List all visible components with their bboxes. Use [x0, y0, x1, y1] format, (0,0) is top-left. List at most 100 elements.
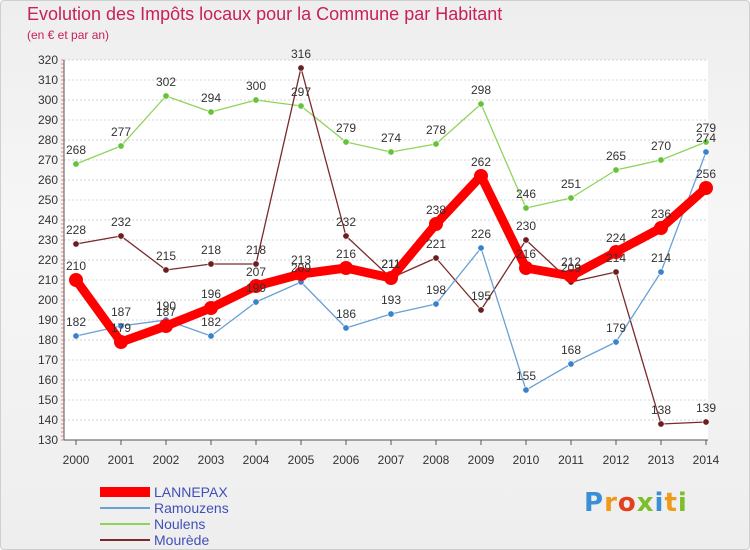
data-label-noulens: 268 — [66, 143, 86, 157]
legend-swatch-ramouzens — [100, 507, 150, 509]
point-lannepax — [474, 169, 488, 183]
y-tick-label: 230 — [38, 233, 58, 247]
y-tick-label: 140 — [38, 413, 58, 427]
point-ramouzens — [703, 149, 709, 155]
y-tick-label: 160 — [38, 373, 58, 387]
y-tick-label: 240 — [38, 213, 58, 227]
data-label-lannepax: 207 — [246, 265, 266, 279]
point-mourede — [208, 261, 214, 267]
point-mourede — [613, 269, 619, 275]
data-label-noulens: 302 — [156, 75, 176, 89]
point-ramouzens — [253, 299, 259, 305]
point-noulens — [118, 143, 124, 149]
data-label-ramouzens: 179 — [606, 321, 626, 335]
data-label-noulens: 270 — [651, 139, 671, 153]
x-tick-label: 2005 — [288, 453, 315, 467]
point-noulens — [208, 109, 214, 115]
data-label-lannepax: 213 — [291, 253, 311, 267]
point-ramouzens — [433, 301, 439, 307]
data-label-lannepax: 212 — [561, 255, 581, 269]
point-ramouzens — [73, 333, 79, 339]
data-label-lannepax: 187 — [156, 305, 176, 319]
y-tick-label: 200 — [38, 293, 58, 307]
point-noulens — [343, 139, 349, 145]
data-label-ramouzens: 226 — [471, 227, 491, 241]
x-tick-label: 2004 — [243, 453, 270, 467]
data-label-lannepax: 238 — [426, 203, 446, 217]
y-tick-label: 280 — [38, 133, 58, 147]
point-noulens — [568, 195, 574, 201]
line-chart: 1301401501601701801902002102202302402502… — [0, 0, 750, 550]
point-noulens — [253, 97, 259, 103]
point-noulens — [478, 101, 484, 107]
point-ramouzens — [613, 339, 619, 345]
data-label-ramouzens: 168 — [561, 343, 581, 357]
data-label-ramouzens: 274 — [696, 131, 716, 145]
point-mourede — [658, 421, 664, 427]
legend-label-ramouzens: Ramouzens — [154, 500, 229, 516]
point-lannepax — [654, 221, 668, 235]
point-ramouzens — [658, 269, 664, 275]
point-lannepax — [114, 335, 128, 349]
data-label-mourede: 232 — [336, 215, 356, 229]
data-label-lannepax: 224 — [606, 231, 626, 245]
x-tick-label: 2007 — [378, 453, 405, 467]
point-noulens — [523, 205, 529, 211]
y-tick-label: 220 — [38, 253, 58, 267]
data-label-mourede: 221 — [426, 237, 446, 251]
data-label-ramouzens: 193 — [381, 293, 401, 307]
point-lannepax — [429, 217, 443, 231]
data-label-lannepax: 256 — [696, 167, 716, 181]
x-tick-label: 2014 — [693, 453, 720, 467]
point-mourede — [703, 419, 709, 425]
y-tick-label: 270 — [38, 153, 58, 167]
data-label-lannepax: 216 — [516, 247, 536, 261]
y-tick-label: 320 — [38, 53, 58, 67]
data-label-noulens: 294 — [201, 91, 221, 105]
point-noulens — [613, 167, 619, 173]
point-noulens — [658, 157, 664, 163]
data-label-noulens: 298 — [471, 83, 491, 97]
y-tick-label: 260 — [38, 173, 58, 187]
y-tick-label: 290 — [38, 113, 58, 127]
x-tick-label: 2008 — [423, 453, 450, 467]
data-label-mourede: 195 — [471, 289, 491, 303]
point-noulens — [163, 93, 169, 99]
data-label-lannepax: 211 — [381, 257, 400, 271]
x-tick-label: 2013 — [648, 453, 675, 467]
y-tick-label: 250 — [38, 193, 58, 207]
data-label-ramouzens: 186 — [336, 307, 356, 321]
point-mourede — [298, 65, 304, 71]
data-label-noulens: 246 — [516, 187, 536, 201]
data-label-mourede: 228 — [66, 223, 86, 237]
x-tick-label: 2010 — [513, 453, 540, 467]
data-label-ramouzens: 182 — [201, 315, 221, 329]
data-label-noulens: 278 — [426, 123, 446, 137]
x-tick-label: 2006 — [333, 453, 360, 467]
point-mourede — [118, 233, 124, 239]
point-mourede — [523, 237, 529, 243]
data-label-lannepax: 262 — [471, 155, 491, 169]
point-mourede — [73, 241, 79, 247]
point-ramouzens — [388, 311, 394, 317]
y-tick-label: 180 — [38, 333, 58, 347]
data-label-mourede: 232 — [111, 215, 131, 229]
y-tick-label: 190 — [38, 313, 58, 327]
point-lannepax — [339, 261, 353, 275]
data-label-mourede: 218 — [201, 243, 221, 257]
point-lannepax — [384, 271, 398, 285]
point-ramouzens — [208, 333, 214, 339]
data-label-noulens: 274 — [381, 131, 401, 145]
x-tick-label: 2011 — [558, 453, 584, 467]
point-mourede — [433, 255, 439, 261]
point-noulens — [298, 103, 304, 109]
point-lannepax — [699, 181, 713, 195]
data-label-lannepax: 236 — [651, 207, 671, 221]
data-label-ramouzens: 155 — [516, 369, 536, 383]
data-label-ramouzens: 214 — [651, 251, 671, 265]
point-lannepax — [69, 273, 83, 287]
data-label-mourede: 215 — [156, 249, 176, 263]
data-label-lannepax: 210 — [66, 259, 86, 273]
data-label-noulens: 297 — [291, 85, 311, 99]
legend-label-noulens: Noulens — [154, 516, 205, 532]
